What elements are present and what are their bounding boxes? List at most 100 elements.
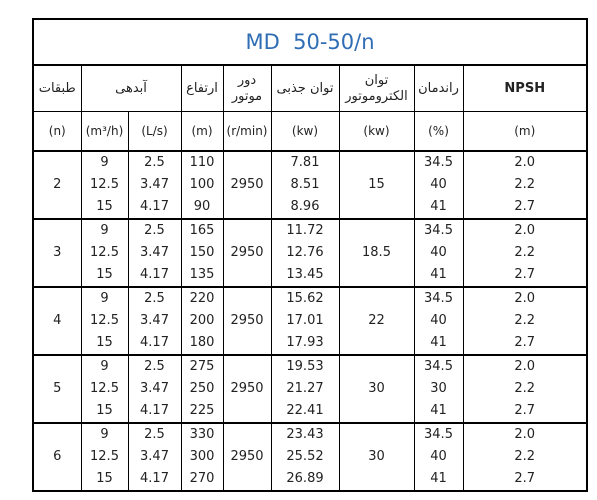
flow-ls: 2.5 (127, 150, 182, 174)
flow-m3h: 15 (80, 468, 129, 491)
efficiency: 40 (413, 174, 464, 196)
flow-ls: 4.17 (127, 196, 182, 219)
head: 150 (180, 242, 224, 264)
head: 100 (180, 174, 224, 196)
column-header: دور موتور (222, 65, 272, 112)
flow-ls: 3.47 (127, 446, 182, 468)
efficiency: 41 (413, 468, 464, 491)
head: 135 (180, 264, 224, 287)
efficiency: 34.5 (413, 218, 464, 242)
head: 330 (180, 422, 224, 446)
data-row: 12.5 3.47 100 8.51 40 2.2 (33, 174, 588, 196)
head: 165 (180, 218, 224, 242)
npsh: 2.7 (462, 264, 588, 287)
column-header: طبقات (32, 65, 82, 112)
head: 90 (180, 196, 224, 219)
absorbed-power: 19.53 (270, 354, 340, 378)
flow-ls: 2.5 (127, 354, 182, 378)
stages: 3 (32, 218, 82, 287)
data-row: 15 4.17 225 22.41 41 2.7 (33, 400, 588, 423)
unit-label: (m) (462, 111, 588, 152)
head: 180 (180, 332, 224, 355)
head: 225 (180, 400, 224, 423)
head: 270 (180, 468, 224, 491)
npsh: 2.2 (462, 378, 588, 400)
absorbed-power: 22.41 (270, 400, 340, 423)
data-row: 12.5 3.47 300 25.52 40 2.2 (33, 446, 588, 468)
efficiency: 41 (413, 332, 464, 355)
npsh: 2.2 (462, 310, 588, 332)
efficiency: 34.5 (413, 150, 464, 174)
head: 110 (180, 150, 224, 174)
spec-table: MD 50-50/n طبقات آبدهی ارتفاع دور موتور توان … (32, 18, 588, 492)
stages: 4 (32, 286, 82, 355)
flow-m3h: 12.5 (80, 174, 129, 196)
data-row: 12.5 3.47 150 12.76 40 2.2 (33, 242, 588, 264)
absorbed-power: 7.81 (270, 150, 340, 174)
stages: 6 (32, 422, 82, 491)
head: 300 (180, 446, 224, 468)
table-title: MD 50-50/n (32, 19, 588, 66)
npsh: 2.7 (462, 332, 588, 355)
units-row: (n) (m³/h) (L/s) (m) (r/min) (kw) (kw) (%) (m) (32, 111, 588, 152)
efficiency: 34.5 (413, 286, 464, 310)
head: 275 (180, 354, 224, 378)
head: 200 (180, 310, 224, 332)
column-header: توان جذبی (270, 65, 340, 112)
unit-label: (L/s) (127, 111, 182, 152)
efficiency: 34.5 (413, 354, 464, 378)
flow-m3h: 15 (80, 400, 129, 423)
unit-label: (kw) (270, 111, 340, 152)
data-row: 6 9 2.5 330 2950 23.43 30 34.5 2.0 (32, 422, 588, 491)
unit-label: (kw) (338, 111, 415, 152)
unit-label: (n) (32, 111, 82, 152)
data-row: 15 4.17 135 13.45 41 2.7 (33, 264, 588, 287)
efficiency: 40 (413, 446, 464, 468)
flow-m3h: 12.5 (80, 310, 129, 332)
speed: 2950 (222, 218, 272, 287)
flow-m3h: 12.5 (80, 446, 129, 468)
unit-label: (m³/h) (80, 111, 129, 152)
speed: 2950 (222, 354, 272, 423)
flow-m3h: 12.5 (80, 242, 129, 264)
flow-m3h: 15 (80, 332, 129, 355)
flow-m3h: 15 (80, 196, 129, 219)
efficiency: 40 (413, 242, 464, 264)
flow-ls: 3.47 (127, 378, 182, 400)
flow-ls: 2.5 (127, 422, 182, 446)
absorbed-power: 13.45 (270, 264, 340, 287)
efficiency: 40 (413, 310, 464, 332)
absorbed-power: 17.01 (270, 310, 340, 332)
column-header: توان الکتروموتور (338, 65, 415, 112)
data-row: 15 4.17 90 8.96 41 2.7 (33, 196, 588, 219)
column-header: آبدهی (80, 65, 182, 112)
npsh: 2.0 (462, 150, 588, 174)
speed: 2950 (222, 150, 272, 219)
absorbed-power: 26.89 (270, 468, 340, 491)
spec-table-wrap: MD 50-50/n طبقات آبدهی ارتفاع دور موتور توان … (32, 18, 588, 492)
flow-ls: 3.47 (127, 174, 182, 196)
header-row: طبقات آبدهی ارتفاع دور موتور توان جذبی توان ا… (32, 65, 588, 112)
data-row: 12.5 3.47 250 21.27 30 2.2 (33, 378, 588, 400)
data-row: 15 4.17 180 17.93 41 2.7 (33, 332, 588, 355)
flow-m3h: 9 (80, 354, 129, 378)
column-header: NPSH (462, 65, 588, 112)
absorbed-power: 23.43 (270, 422, 340, 446)
data-row: 15 4.17 270 26.89 41 2.7 (33, 468, 588, 491)
data-row: 5 9 2.5 275 2950 19.53 30 34.5 2.0 (32, 354, 588, 423)
efficiency: 41 (413, 400, 464, 423)
stages: 5 (32, 354, 82, 423)
data-row: 12.5 3.47 200 17.01 40 2.2 (33, 310, 588, 332)
flow-ls: 2.5 (127, 218, 182, 242)
motor-power: 22 (338, 286, 415, 355)
flow-ls: 3.47 (127, 242, 182, 264)
motor-power: 18.5 (338, 218, 415, 287)
flow-m3h: 15 (80, 264, 129, 287)
npsh: 2.2 (462, 242, 588, 264)
npsh: 2.2 (462, 174, 588, 196)
flow-ls: 3.47 (127, 310, 182, 332)
flow-m3h: 9 (80, 422, 129, 446)
absorbed-power: 21.27 (270, 378, 340, 400)
motor-power: 15 (338, 150, 415, 219)
npsh: 2.0 (462, 218, 588, 242)
